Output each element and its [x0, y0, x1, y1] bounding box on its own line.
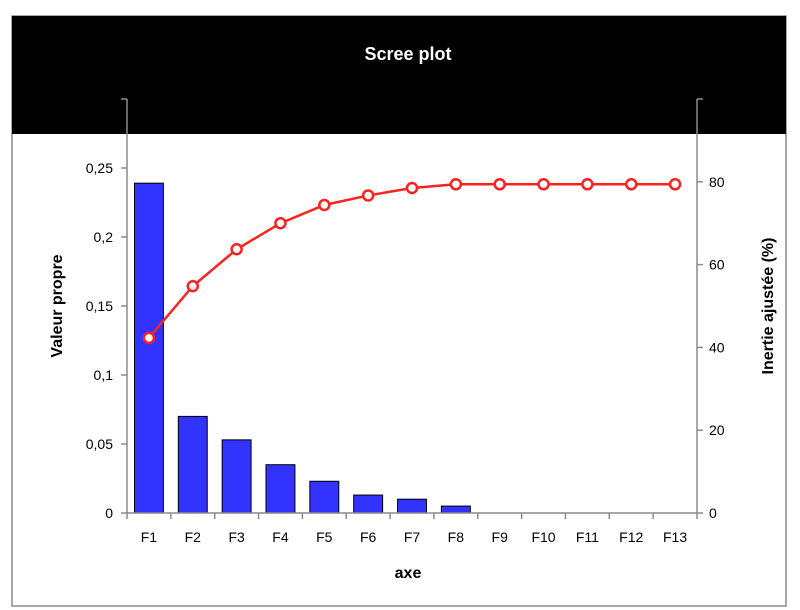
y-tick-label: 0,1 [94, 367, 114, 383]
x-tick-label: F6 [360, 529, 377, 545]
x-tick-label: F9 [492, 529, 509, 545]
bar [221, 439, 252, 514]
x-tick-label: F3 [228, 529, 245, 545]
bar [133, 182, 164, 514]
y2-tick-label: 20 [709, 422, 725, 438]
x-tick-label: F13 [663, 529, 687, 545]
inertia-point [274, 216, 287, 230]
chart-title: Scree plot [364, 44, 451, 64]
bar [353, 494, 384, 514]
inertia-point [493, 178, 506, 191]
y2-tick-label: 100 [709, 91, 733, 107]
y-tick-label: 0,15 [86, 298, 113, 314]
x-axis-title: axe [395, 565, 422, 582]
inertia-point [668, 178, 682, 191]
inertia-point [361, 189, 375, 202]
bar [440, 505, 471, 514]
axes: 0 0,05 0,1 0,15 0,2 0,25 0,3 0 20 40 60 80 100 F1 F2 F3… [86, 91, 733, 545]
x-tick-label: F10 [531, 529, 555, 545]
y-tick-label: 0,2 [94, 229, 114, 245]
bar [397, 498, 427, 514]
inertia-point [186, 279, 200, 293]
y2-axis-title: Inertie ajustée (%) [760, 238, 777, 375]
inertia-point [537, 178, 550, 191]
inertia-point [142, 331, 156, 345]
inertia-point [449, 178, 463, 191]
y-axis-title: Valeur propre [49, 254, 66, 357]
y2-tick-label: 0 [709, 505, 717, 521]
x-tick-label: F11 [576, 529, 599, 545]
x-tick-label: F8 [448, 529, 465, 545]
bar [265, 464, 296, 514]
bar [177, 415, 208, 514]
inertia-point [581, 178, 594, 191]
y2-tick-label: 80 [709, 174, 725, 190]
title-band [12, 16, 786, 134]
inertia-point [405, 181, 419, 195]
line-series [142, 178, 682, 345]
x-tick-label: F7 [404, 529, 421, 545]
x-tick-label: F2 [185, 529, 202, 545]
bar [309, 480, 340, 514]
inertia-point [318, 198, 331, 212]
y-tick-label: 0,05 [86, 436, 113, 452]
y-tick-label: 0,3 [94, 91, 114, 107]
bar-series [133, 182, 471, 514]
x-tick-label: F4 [272, 529, 289, 545]
x-tick-label: F1 [141, 529, 158, 545]
x-tick-label: F5 [316, 529, 333, 545]
y-tick-label: 0 [105, 505, 113, 521]
y-tick-label: 0,25 [86, 160, 113, 176]
y2-tick-label: 40 [709, 339, 725, 355]
inertia-point [624, 178, 638, 191]
y2-tick-label: 60 [709, 257, 725, 273]
inertia-point [230, 243, 243, 256]
x-tick-label: F12 [619, 529, 643, 545]
